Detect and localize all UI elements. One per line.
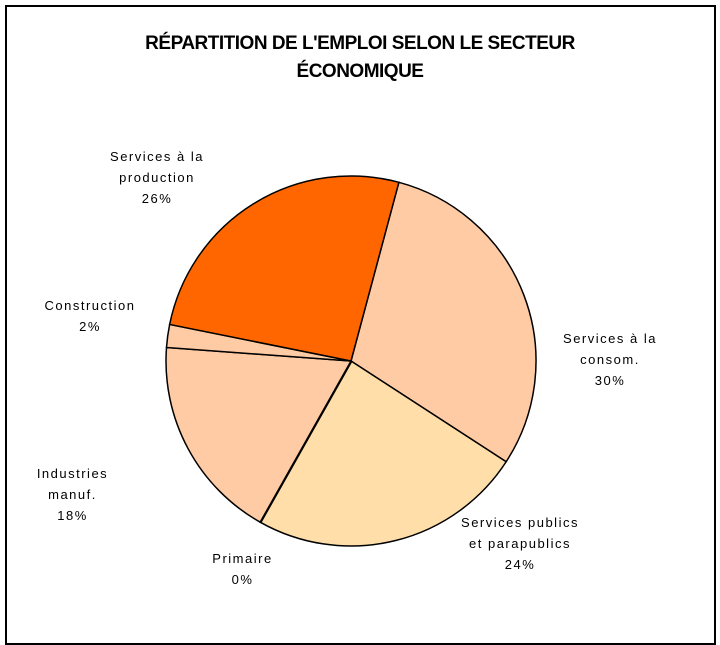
- value-label: 0%: [231, 572, 254, 587]
- slice-label: Primaire 0%: [195, 548, 290, 590]
- pie-slice: [350, 181, 537, 463]
- value-label: 26%: [141, 191, 173, 206]
- pie-slice: [259, 359, 508, 547]
- value-label: 24%: [504, 557, 536, 572]
- chart-title: RÉPARTITION DE L'EMPLOI SELON LE SECTEUR…: [145, 33, 575, 82]
- category-name: Services publics et parapublics: [461, 515, 579, 551]
- value-label: 18%: [57, 508, 88, 523]
- value-label: 30%: [594, 373, 626, 388]
- chart: [165, 175, 537, 547]
- value-label: 2%: [79, 319, 101, 334]
- category-name: Services à la production: [110, 149, 204, 185]
- category-name: Primaire: [212, 551, 273, 566]
- slice-label: Services publics et parapublics 24%: [460, 512, 580, 575]
- slice-label: Services à la production 26%: [92, 146, 222, 209]
- category-name: Services à la consom.: [563, 331, 657, 367]
- pie-slice: [168, 175, 400, 362]
- category-name: Construction: [44, 298, 136, 313]
- pie-slice: [165, 346, 353, 524]
- category-name: Industries manuf.: [36, 466, 109, 502]
- slice-label: Industries manuf. 18%: [25, 463, 120, 526]
- slice-label: Construction 2%: [30, 295, 150, 337]
- slice-label: Services à la consom. 30%: [555, 328, 665, 391]
